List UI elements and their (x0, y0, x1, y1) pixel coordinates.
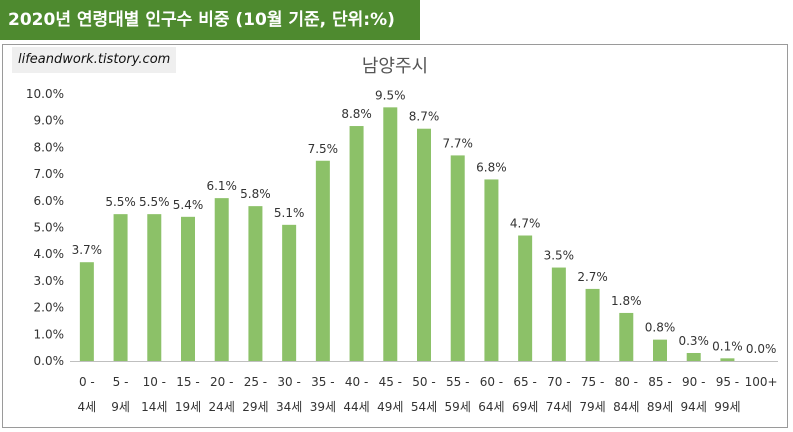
data-label: 4.7% (510, 217, 541, 231)
bar (383, 107, 398, 361)
data-label: 0.1% (712, 339, 743, 353)
data-label: 5.4% (173, 198, 204, 212)
x-tick-label: 89세 (647, 400, 673, 414)
data-label: 5.1% (274, 206, 305, 220)
x-tick-label: 50 - (412, 375, 435, 389)
bar (147, 214, 162, 361)
y-tick-label: 5.0% (34, 221, 65, 235)
x-tick-label: 75 - (581, 375, 604, 389)
x-tick-label: 5 - (113, 375, 129, 389)
bar (282, 224, 297, 361)
bar (113, 214, 128, 361)
data-label: 1.8% (611, 294, 642, 308)
x-tick-label: 65 - (513, 375, 536, 389)
bar (349, 126, 364, 361)
bar (720, 358, 735, 361)
data-label: 6.8% (476, 160, 507, 174)
bar (79, 262, 94, 361)
bar (619, 312, 634, 361)
x-tick-label: 10 - (143, 375, 166, 389)
watermark-text: lifeandwork.tistory.com (12, 47, 177, 73)
data-label: 5.5% (105, 195, 136, 209)
bar (653, 339, 667, 361)
x-tick-label: 30 - (277, 375, 300, 389)
x-tick-label: 79세 (579, 400, 605, 414)
bar (417, 128, 431, 361)
data-label: 6.1% (206, 179, 237, 193)
x-tick-label: 24세 (209, 400, 235, 414)
bar (585, 288, 600, 361)
x-tick-label: 20 - (210, 375, 233, 389)
x-tick-label: 74세 (546, 400, 572, 414)
chart-title: 남양주시 (362, 56, 428, 77)
data-label: 3.5% (544, 249, 575, 263)
x-tick-label: 90 - (682, 375, 705, 389)
x-tick-label: 35 - (311, 375, 334, 389)
data-label: 7.5% (308, 142, 339, 156)
x-tick-label: 34세 (276, 400, 302, 414)
x-tick-label: 15 - (176, 375, 199, 389)
bar (248, 206, 263, 361)
bar (181, 216, 195, 361)
data-label: 5.5% (139, 195, 170, 209)
x-tick-label: 94세 (681, 400, 707, 414)
x-tick-label: 9세 (111, 400, 130, 414)
x-tick-label: 49세 (377, 400, 403, 414)
y-tick-label: 1.0% (34, 327, 65, 341)
bar (551, 267, 566, 361)
data-label: 9.5% (375, 88, 406, 102)
x-tick-label: 40 - (345, 375, 368, 389)
y-tick-label: 4.0% (34, 247, 65, 261)
y-tick-label: 6.0% (34, 194, 65, 208)
data-label: 0.0% (746, 342, 777, 356)
x-tick-label: 0 - (79, 375, 95, 389)
data-label: 2.7% (577, 270, 608, 284)
x-tick-label: 45 - (379, 375, 402, 389)
x-tick-label: 95 - (716, 375, 739, 389)
y-tick-label: 2.0% (34, 301, 65, 315)
x-tick-label: 60 - (480, 375, 503, 389)
data-label: 0.8% (645, 321, 676, 335)
x-tick-label: 59세 (445, 400, 471, 414)
y-tick-label: 0.0% (34, 354, 65, 368)
x-tick-label: 69세 (512, 400, 538, 414)
y-tick-label: 3.0% (34, 274, 65, 288)
x-tick-label: 55 - (446, 375, 469, 389)
x-tick-label: 14세 (141, 400, 167, 414)
x-tick-label: 4세 (78, 400, 97, 414)
data-label: 5.8% (240, 187, 271, 201)
x-tick-label: 25 - (244, 375, 267, 389)
y-tick-label: 10.0% (26, 87, 64, 101)
y-tick-label: 7.0% (34, 167, 65, 181)
x-tick-label: 44세 (343, 400, 369, 414)
x-tick-label: 64세 (478, 400, 504, 414)
bar (214, 198, 229, 361)
x-tick-label: 85 - (648, 375, 671, 389)
x-tick-label: 54세 (411, 400, 437, 414)
x-tick-label: 29세 (242, 400, 268, 414)
data-label: 0.3% (678, 334, 709, 348)
y-tick-label: 9.0% (34, 114, 65, 128)
x-tick-label: 84세 (613, 400, 639, 414)
x-tick-label: 19세 (175, 400, 201, 414)
y-tick-label: 8.0% (34, 140, 65, 154)
x-tick-label: 39세 (310, 400, 336, 414)
header-title: 2020년 연령대별 인구수 비중 (10월 기준, 단위:%) (0, 0, 420, 40)
x-tick-label: 80 - (615, 375, 638, 389)
bar (518, 235, 533, 361)
x-tick-label: 99세 (714, 400, 740, 414)
x-tick-label: 100+ (745, 375, 778, 389)
data-label: 8.8% (341, 107, 372, 121)
bar (450, 155, 465, 361)
bar (686, 352, 701, 361)
bar (315, 160, 330, 361)
x-tick-label: 70 - (547, 375, 570, 389)
data-label: 3.7% (72, 243, 103, 257)
bar (484, 179, 499, 361)
data-label: 8.7% (409, 110, 440, 124)
data-label: 7.7% (442, 136, 473, 150)
